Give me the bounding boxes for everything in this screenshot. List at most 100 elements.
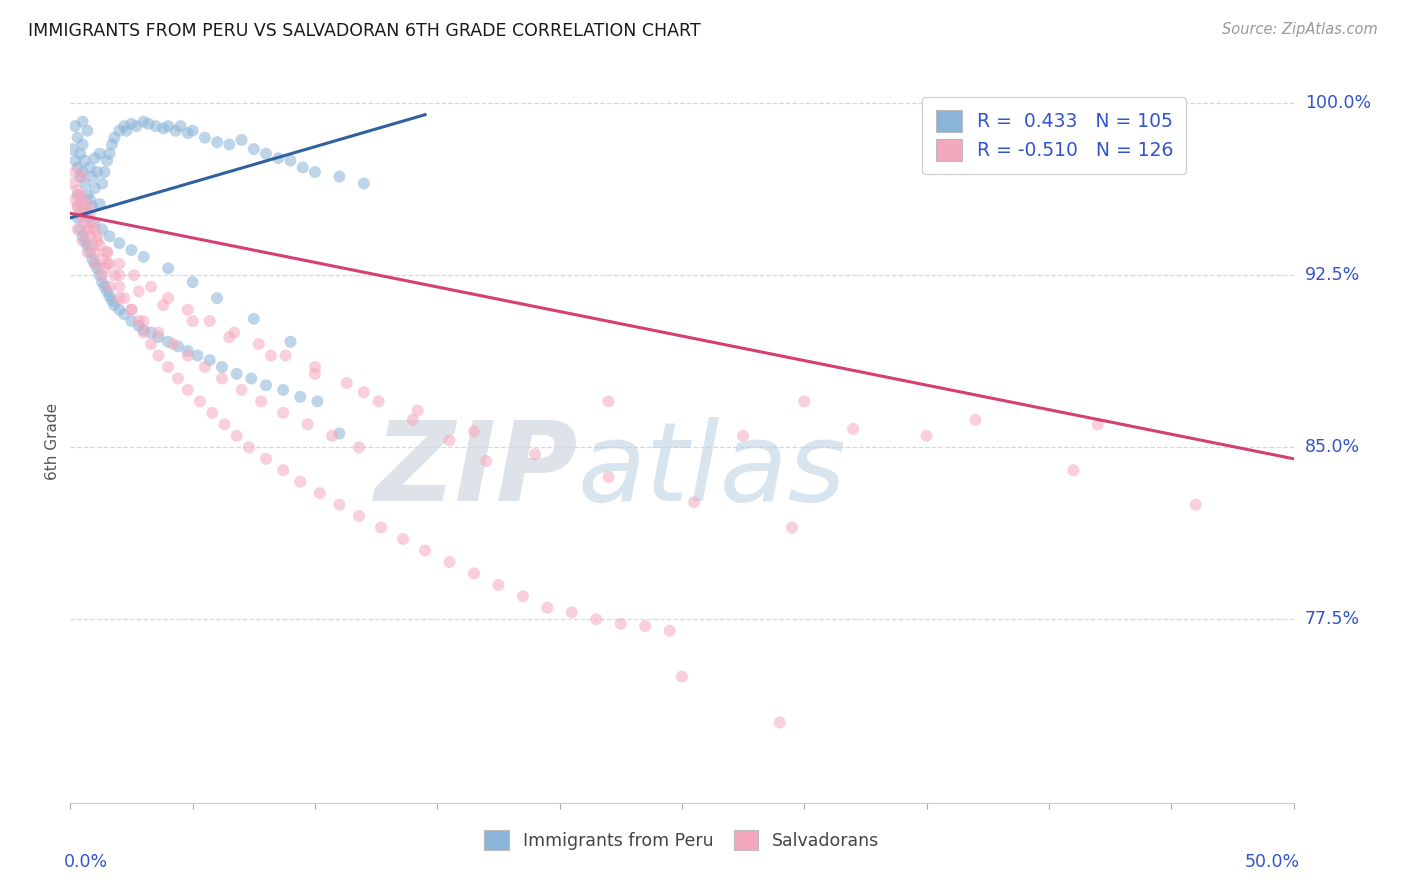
Point <box>108 291 131 305</box>
Point <box>112 307 135 321</box>
Point <box>132 326 155 340</box>
Point <box>103 130 125 145</box>
Point <box>194 130 217 145</box>
Point <box>76 222 98 236</box>
Point <box>69 188 91 202</box>
Point <box>89 197 111 211</box>
Point <box>1087 417 1109 432</box>
Point <box>79 161 101 175</box>
Point <box>271 463 294 477</box>
Point <box>238 440 260 454</box>
Point <box>254 146 277 161</box>
Legend: Immigrants from Peru, Salvadorans: Immigrants from Peru, Salvadorans <box>475 822 889 859</box>
Point <box>769 715 792 730</box>
Point <box>610 616 633 631</box>
Point <box>915 429 938 443</box>
Point <box>73 234 96 248</box>
Point <box>98 289 121 303</box>
Point <box>128 318 150 333</box>
Text: atlas: atlas <box>578 417 846 524</box>
Point <box>108 268 131 283</box>
Point <box>122 268 145 283</box>
Point <box>93 165 115 179</box>
Point <box>79 245 101 260</box>
Point <box>72 193 94 207</box>
Point <box>96 153 118 168</box>
Point <box>76 188 98 202</box>
Point <box>290 475 312 489</box>
Point <box>162 337 184 351</box>
Point <box>250 394 273 409</box>
Text: 92.5%: 92.5% <box>1305 266 1360 285</box>
Point <box>254 451 277 466</box>
Point <box>634 619 657 633</box>
Point <box>89 238 111 252</box>
Point <box>66 211 89 225</box>
Point <box>297 417 319 432</box>
Point <box>121 117 143 131</box>
Point <box>218 330 240 344</box>
Point <box>157 334 180 349</box>
Point <box>598 470 620 484</box>
Point <box>181 124 204 138</box>
Point <box>125 119 148 133</box>
Point <box>658 624 681 638</box>
Point <box>66 222 89 236</box>
Point <box>63 193 86 207</box>
Point <box>69 222 91 236</box>
Point <box>439 434 461 448</box>
Point <box>177 349 200 363</box>
Point <box>103 268 125 283</box>
Point <box>63 119 86 133</box>
Point <box>148 330 170 344</box>
Point <box>243 311 266 326</box>
Point <box>96 245 118 260</box>
Point <box>86 261 108 276</box>
Point <box>1184 498 1206 512</box>
Point <box>79 193 101 207</box>
Point <box>139 279 162 293</box>
Point <box>76 197 98 211</box>
Point <box>214 417 236 432</box>
Point <box>205 135 228 149</box>
Point <box>91 222 114 236</box>
Point <box>76 245 98 260</box>
Point <box>561 606 583 620</box>
Point <box>198 353 221 368</box>
Point <box>82 169 104 184</box>
Point <box>145 119 167 133</box>
Point <box>167 339 190 353</box>
Point <box>86 234 108 248</box>
Point <box>512 590 534 604</box>
Point <box>82 238 104 252</box>
Point <box>211 371 233 385</box>
Point <box>72 137 94 152</box>
Point <box>132 323 155 337</box>
Point <box>91 275 114 289</box>
Point <box>69 169 91 184</box>
Point <box>112 119 135 133</box>
Point <box>89 268 111 283</box>
Point <box>243 142 266 156</box>
Point <box>793 394 815 409</box>
Point <box>128 314 150 328</box>
Point <box>108 279 131 293</box>
Point <box>152 298 174 312</box>
Point <box>66 199 89 213</box>
Point <box>101 293 124 308</box>
Point <box>139 337 162 351</box>
Point <box>1062 463 1084 477</box>
Point <box>138 117 160 131</box>
Point <box>139 326 162 340</box>
Point <box>370 520 392 534</box>
Point <box>304 359 326 374</box>
Point <box>66 130 89 145</box>
Point <box>536 600 558 615</box>
Point <box>82 199 104 213</box>
Point <box>121 314 143 328</box>
Text: 0.0%: 0.0% <box>65 854 108 871</box>
Point <box>304 367 326 381</box>
Point <box>83 222 105 236</box>
Point <box>72 169 94 184</box>
Point <box>201 406 224 420</box>
